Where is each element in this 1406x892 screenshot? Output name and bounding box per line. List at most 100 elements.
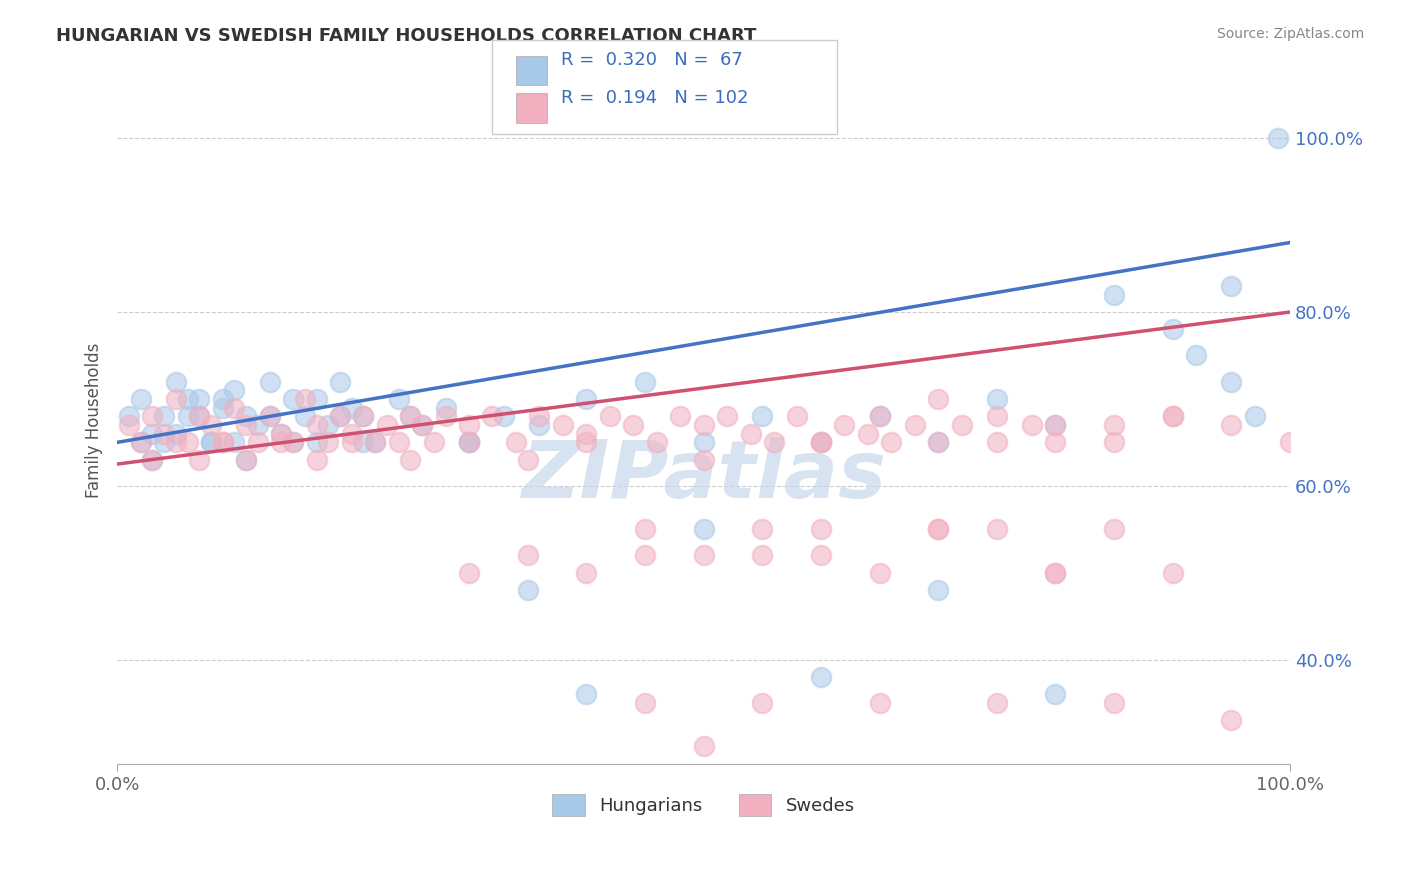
Point — [516, 452, 538, 467]
Point — [153, 426, 176, 441]
Point — [329, 409, 352, 424]
Point — [270, 426, 292, 441]
Point — [141, 452, 163, 467]
Point — [259, 409, 281, 424]
Point — [434, 409, 457, 424]
Point — [340, 426, 363, 441]
Point — [200, 435, 222, 450]
Point — [692, 435, 714, 450]
Point — [200, 417, 222, 432]
Point — [224, 401, 246, 415]
Point — [153, 409, 176, 424]
Point — [141, 409, 163, 424]
Point — [176, 435, 198, 450]
Point — [880, 435, 903, 450]
Point — [165, 426, 187, 441]
Point — [516, 582, 538, 597]
Point — [188, 409, 211, 424]
Point — [200, 435, 222, 450]
Point — [692, 549, 714, 563]
Point — [458, 417, 481, 432]
Point — [270, 426, 292, 441]
Point — [281, 392, 304, 406]
Point — [129, 435, 152, 450]
Point — [869, 409, 891, 424]
Point — [1045, 566, 1067, 580]
Point — [1102, 287, 1125, 301]
Point — [458, 435, 481, 450]
Point — [856, 426, 879, 441]
Point — [305, 452, 328, 467]
Point — [575, 435, 598, 450]
Point — [1220, 714, 1243, 728]
Point — [246, 435, 269, 450]
Point — [329, 409, 352, 424]
Point — [751, 549, 773, 563]
Point — [458, 566, 481, 580]
Point — [353, 409, 375, 424]
Point — [810, 670, 832, 684]
Point — [141, 426, 163, 441]
Point — [810, 435, 832, 450]
Point — [188, 452, 211, 467]
Point — [281, 435, 304, 450]
Point — [188, 409, 211, 424]
Point — [740, 426, 762, 441]
Point — [1267, 131, 1289, 145]
Legend: Hungarians, Swedes: Hungarians, Swedes — [546, 787, 862, 823]
Point — [165, 392, 187, 406]
Point — [751, 409, 773, 424]
Point — [1102, 435, 1125, 450]
Point — [575, 687, 598, 701]
Point — [1045, 417, 1067, 432]
Point — [645, 435, 668, 450]
Point — [364, 435, 387, 450]
Point — [340, 401, 363, 415]
Point — [692, 522, 714, 536]
Point — [986, 409, 1008, 424]
Point — [305, 417, 328, 432]
Text: ZIPatlas: ZIPatlas — [522, 436, 886, 515]
Point — [399, 409, 422, 424]
Point — [751, 522, 773, 536]
Point — [1161, 409, 1184, 424]
Point — [986, 435, 1008, 450]
Point — [129, 392, 152, 406]
Point — [551, 417, 574, 432]
Point — [481, 409, 503, 424]
Point — [1102, 417, 1125, 432]
Point — [375, 417, 398, 432]
Point — [1045, 417, 1067, 432]
Point — [411, 417, 433, 432]
Point — [235, 417, 257, 432]
Point — [810, 435, 832, 450]
Point — [235, 452, 257, 467]
Point — [927, 435, 949, 450]
Point — [810, 522, 832, 536]
Point — [458, 435, 481, 450]
Point — [211, 401, 233, 415]
Point — [1102, 696, 1125, 710]
Point — [529, 417, 551, 432]
Point — [786, 409, 808, 424]
Point — [634, 375, 657, 389]
Point — [575, 566, 598, 580]
Point — [904, 417, 927, 432]
Text: R =  0.320   N =  67: R = 0.320 N = 67 — [561, 51, 742, 69]
Point — [270, 435, 292, 450]
Point — [153, 435, 176, 450]
Point — [1045, 435, 1067, 450]
Point — [669, 409, 692, 424]
Point — [165, 435, 187, 450]
Point — [294, 409, 316, 424]
Point — [692, 452, 714, 467]
Point — [1220, 417, 1243, 432]
Point — [388, 435, 411, 450]
Point — [762, 435, 785, 450]
Point — [529, 409, 551, 424]
Point — [927, 392, 949, 406]
Point — [423, 435, 446, 450]
Point — [1220, 375, 1243, 389]
Point — [1045, 566, 1067, 580]
Point — [927, 522, 949, 536]
